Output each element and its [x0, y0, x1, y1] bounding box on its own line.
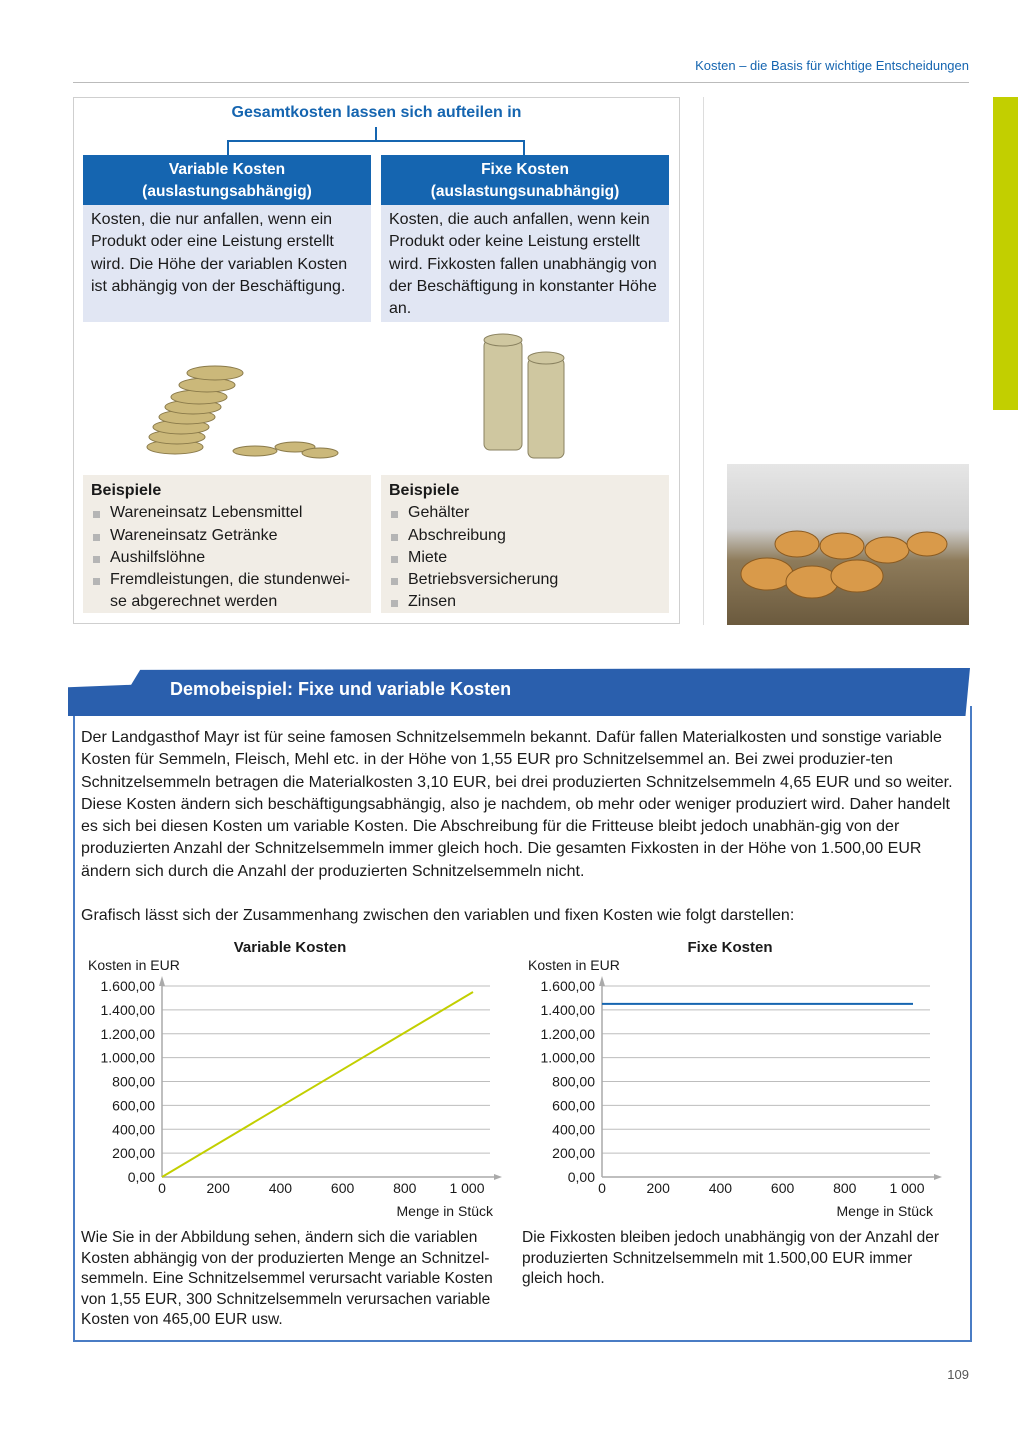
page-number: 109 [947, 1367, 969, 1382]
y-tick-label: 400,00 [112, 1121, 155, 1137]
variable-costs-caption: Wie Sie in der Abbildung sehen, ändern s… [81, 1229, 493, 1329]
x-tick-label: 1 000 [449, 1180, 484, 1196]
examples-title: Beispiele [389, 482, 460, 499]
list-item: Wareneinsatz Lebensmittel [91, 502, 363, 524]
fixed-costs-heading: Fixe Kosten (auslastungsunabhängig) [381, 155, 669, 205]
chart-title: Variable Kosten [234, 939, 347, 956]
list-item: Wareneinsatz Getränke [91, 525, 363, 547]
overview-title: Gesamtkosten lassen sich aufteilen in [231, 104, 522, 121]
demo-header-banner [68, 668, 970, 716]
list-item: Betriebsversicherung [389, 569, 661, 591]
y-axis-label: Kosten in EUR [528, 957, 620, 973]
heading-text: Fixe Kosten [481, 161, 569, 178]
variable-examples-list: Wareneinsatz Lebensmittel Wareneinsatz G… [91, 502, 363, 613]
y-tick-label: 1.600,00 [541, 978, 596, 994]
x-tick-label: 1 000 [889, 1180, 924, 1196]
x-tick-label: 400 [269, 1180, 293, 1196]
x-axis-label: Menge in Stück [837, 1203, 934, 1219]
connector-line [523, 140, 525, 155]
column-divider [703, 97, 704, 625]
fixed-costs-chart: Fixe Kosten Kosten in EUR Menge in Stück 0,… [528, 939, 942, 1219]
x-tick-label: 0 [598, 1180, 606, 1196]
y-tick-label: 800,00 [552, 1074, 595, 1090]
variable-costs-card: Variable Kosten (auslastungsabhängig) Kos… [83, 155, 371, 322]
fixed-examples-box: Beispiele Gehälter Abschreibung Miete Be… [381, 475, 669, 613]
x-tick-label: 800 [393, 1180, 417, 1196]
y-axis-arrow [599, 976, 605, 986]
y-tick-label: 1.600,00 [101, 978, 156, 994]
y-tick-label: 600,00 [112, 1097, 155, 1113]
demo-intro-text: Der Landgasthof Mayr ist für seine famos… [81, 729, 953, 880]
variable-costs-chart: Variable Kosten Kosten in EUR Menge in Stü… [88, 939, 502, 1219]
list-item: Fremdleistungen, die stundenwei-se abger… [91, 569, 363, 614]
falling-coins-image [146, 365, 339, 459]
y-tick-label: 1.200,00 [541, 1026, 596, 1042]
examples-title: Beispiele [91, 482, 162, 499]
y-tick-label: 0,00 [568, 1169, 595, 1185]
fixed-examples-list: Gehälter Abschreibung Miete Betriebsvers… [389, 502, 661, 613]
y-tick-label: 200,00 [552, 1145, 595, 1161]
list-item: Gehälter [389, 502, 661, 524]
subheading-text: (auslastungsabhängig) [142, 183, 312, 200]
demo-lead-text: Grafisch lässt sich der Zusammenhang zwi… [81, 907, 795, 924]
header-rule [73, 82, 969, 83]
sandwich-illustration [740, 530, 948, 599]
heading-text: Variable Kosten [168, 161, 286, 178]
y-tick-label: 600,00 [552, 1097, 595, 1113]
connector-line [227, 140, 229, 155]
x-tick-label: 0 [158, 1180, 166, 1196]
coin-stacks-image [483, 333, 565, 459]
list-item: Zinsen [389, 591, 661, 613]
list-item: Aushilfslöhne [91, 547, 363, 569]
x-axis-label: Menge in Stück [397, 1203, 494, 1219]
x-tick-label: 600 [771, 1180, 795, 1196]
y-tick-label: 200,00 [112, 1145, 155, 1161]
x-tick-label: 800 [833, 1180, 857, 1196]
subheading-text: (auslastungsunabhängig) [430, 183, 620, 200]
fixed-costs-description: Kosten, die auch anfallen, wenn kein Pro… [381, 205, 669, 322]
x-tick-label: 200 [207, 1180, 231, 1196]
series-line [161, 991, 474, 1178]
variable-costs-heading: Variable Kosten (auslastungsabhängig) [83, 155, 371, 205]
schnitzel-sandwiches-photo [727, 464, 969, 625]
y-tick-label: 1.400,00 [101, 1002, 156, 1018]
x-tick-label: 600 [331, 1180, 355, 1196]
y-axis-arrow [159, 976, 165, 986]
connector-line [375, 127, 377, 140]
chapter-tab-marker [993, 97, 1018, 410]
y-tick-label: 1.400,00 [541, 1002, 596, 1018]
y-axis-label: Kosten in EUR [88, 957, 180, 973]
y-tick-label: 1.200,00 [101, 1026, 156, 1042]
connector-line [227, 140, 525, 142]
x-axis-arrow [934, 1174, 942, 1180]
list-item: Miete [389, 547, 661, 569]
running-title: Kosten – die Basis für wichtige Entschei… [695, 58, 969, 73]
chart-title: Fixe Kosten [687, 939, 772, 956]
x-tick-label: 400 [709, 1180, 733, 1196]
y-tick-label: 800,00 [112, 1074, 155, 1090]
x-tick-label: 200 [647, 1180, 671, 1196]
variable-costs-description: Kosten, die nur anfallen, wenn ein Produ… [83, 205, 371, 322]
fixed-costs-caption: Die Fixkosten bleiben jedoch unabhängig … [522, 1229, 940, 1288]
cost-overview-box [73, 97, 680, 624]
fixed-costs-card: Fixe Kosten (auslastungsunabhängig) Koste… [381, 155, 669, 322]
x-axis-arrow [494, 1174, 502, 1180]
demo-title: Demobeispiel: Fixe und variable Kosten [170, 679, 512, 699]
y-tick-label: 400,00 [552, 1121, 595, 1137]
y-tick-label: 1.000,00 [541, 1050, 596, 1066]
list-item: Abschreibung [389, 525, 661, 547]
demo-example-box [73, 706, 972, 1342]
y-tick-label: 0,00 [128, 1169, 155, 1185]
variable-examples-box: Beispiele Wareneinsatz Lebensmittel Ware… [83, 475, 371, 613]
y-tick-label: 1.000,00 [101, 1050, 156, 1066]
